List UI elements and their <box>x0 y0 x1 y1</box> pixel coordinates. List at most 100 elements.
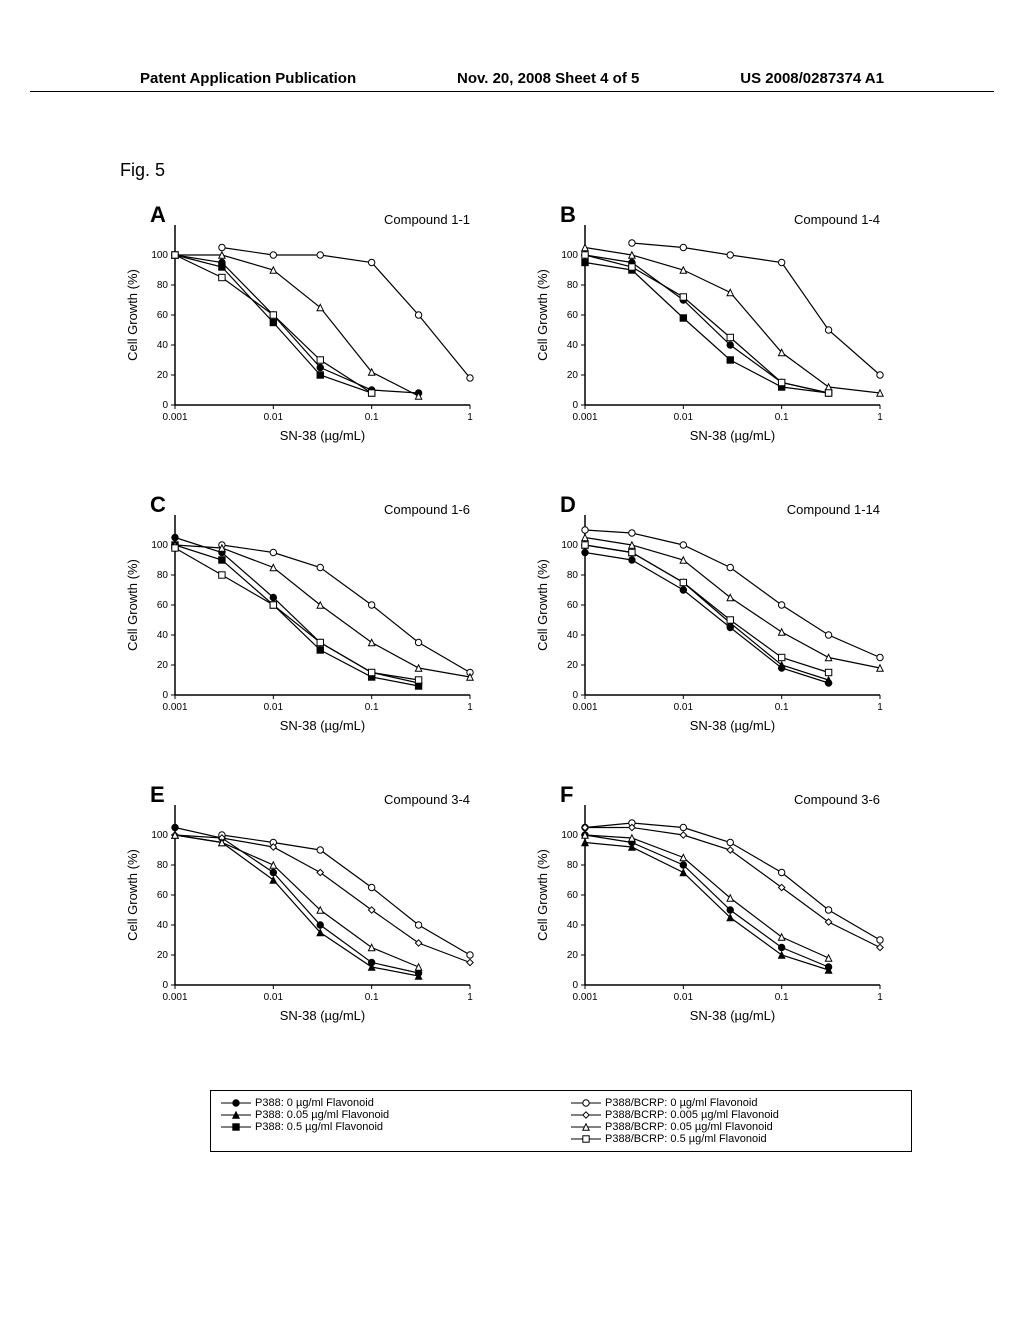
svg-text:SN-38 (µg/mL): SN-38 (µg/mL) <box>280 718 366 733</box>
svg-text:SN-38 (µg/mL): SN-38 (µg/mL) <box>690 718 776 733</box>
svg-text:Cell Growth (%): Cell Growth (%) <box>125 269 140 361</box>
legend-item-p388_05: P388: 0.5 µg/ml Flavonoid <box>221 1121 551 1133</box>
svg-text:1: 1 <box>467 992 473 1003</box>
svg-text:0.001: 0.001 <box>162 702 187 713</box>
legend-label: P388: 0.05 µg/ml Flavonoid <box>255 1109 389 1121</box>
panel-title: Compound 1-6 <box>384 502 470 517</box>
svg-text:60: 60 <box>157 310 169 321</box>
svg-text:40: 40 <box>157 340 169 351</box>
chart-grid: ACompound 1-10204060801000.0010.010.11Ce… <box>120 200 900 1060</box>
chart-panel-C: CCompound 1-60204060801000.0010.010.11Ce… <box>120 490 490 770</box>
panel-letter: B <box>560 202 576 228</box>
svg-text:0.001: 0.001 <box>162 412 187 423</box>
header-left: Patent Application Publication <box>140 70 356 87</box>
svg-text:0.1: 0.1 <box>775 992 789 1003</box>
svg-text:Cell Growth (%): Cell Growth (%) <box>125 849 140 941</box>
svg-text:20: 20 <box>157 370 169 381</box>
header-right: US 2008/0287374 A1 <box>740 70 884 87</box>
svg-text:SN-38 (µg/mL): SN-38 (µg/mL) <box>280 428 366 443</box>
chart-panel-B: BCompound 1-40204060801000.0010.010.11Ce… <box>530 200 900 480</box>
legend-item-p388_0: P388: 0 µg/ml Flavonoid <box>221 1097 551 1109</box>
svg-text:0.01: 0.01 <box>264 412 284 423</box>
svg-text:SN-38 (µg/mL): SN-38 (µg/mL) <box>690 1008 776 1023</box>
svg-text:0.001: 0.001 <box>572 702 597 713</box>
legend-box: P388: 0 µg/ml FlavonoidP388: 0.05 µg/ml … <box>210 1090 912 1152</box>
svg-text:Cell Growth (%): Cell Growth (%) <box>535 559 550 651</box>
svg-text:0.01: 0.01 <box>674 702 694 713</box>
svg-text:0.1: 0.1 <box>775 412 789 423</box>
panel-letter: F <box>560 782 573 808</box>
svg-text:100: 100 <box>561 540 578 551</box>
svg-text:80: 80 <box>567 280 579 291</box>
svg-text:60: 60 <box>567 600 579 611</box>
svg-text:100: 100 <box>561 250 578 261</box>
header-center: Nov. 20, 2008 Sheet 4 of 5 <box>457 70 639 87</box>
svg-text:80: 80 <box>157 860 169 871</box>
svg-text:SN-38 (µg/mL): SN-38 (µg/mL) <box>690 428 776 443</box>
legend-col-right: P388/BCRP: 0 µg/ml FlavonoidP388/BCRP: 0… <box>571 1097 901 1145</box>
chart-panel-D: DCompound 1-140204060801000.0010.010.11C… <box>530 490 900 770</box>
svg-text:0.01: 0.01 <box>264 992 284 1003</box>
panel-letter: E <box>150 782 165 808</box>
legend-col-left: P388: 0 µg/ml FlavonoidP388: 0.05 µg/ml … <box>221 1097 551 1145</box>
svg-text:Cell Growth (%): Cell Growth (%) <box>125 559 140 651</box>
legend-label: P388: 0 µg/ml Flavonoid <box>255 1097 374 1109</box>
legend-label: P388: 0.5 µg/ml Flavonoid <box>255 1121 383 1133</box>
svg-text:0.1: 0.1 <box>365 412 379 423</box>
svg-text:80: 80 <box>157 280 169 291</box>
svg-text:80: 80 <box>157 570 169 581</box>
svg-text:0.1: 0.1 <box>775 702 789 713</box>
chart-panel-E: ECompound 3-40204060801000.0010.010.11Ce… <box>120 780 490 1060</box>
svg-text:0.001: 0.001 <box>162 992 187 1003</box>
legend-item-bcrp_0005: P388/BCRP: 0.005 µg/ml Flavonoid <box>571 1109 901 1121</box>
svg-text:60: 60 <box>157 890 169 901</box>
svg-text:SN-38 (µg/mL): SN-38 (µg/mL) <box>280 1008 366 1023</box>
panel-title: Compound 1-1 <box>384 212 470 227</box>
svg-text:0.001: 0.001 <box>572 992 597 1003</box>
page-header: Patent Application Publication Nov. 20, … <box>30 0 994 92</box>
legend-item-bcrp_005: P388/BCRP: 0.05 µg/ml Flavonoid <box>571 1121 901 1133</box>
chart-panel-A: ACompound 1-10204060801000.0010.010.11Ce… <box>120 200 490 480</box>
legend-label: P388/BCRP: 0 µg/ml Flavonoid <box>605 1097 757 1109</box>
svg-text:0.1: 0.1 <box>365 702 379 713</box>
svg-text:0: 0 <box>572 400 578 411</box>
legend-label: P388/BCRP: 0.005 µg/ml Flavonoid <box>605 1109 779 1121</box>
legend-label: P388/BCRP: 0.5 µg/ml Flavonoid <box>605 1133 767 1145</box>
svg-text:20: 20 <box>567 370 579 381</box>
svg-text:1: 1 <box>877 992 883 1003</box>
svg-text:60: 60 <box>157 600 169 611</box>
svg-text:60: 60 <box>567 890 579 901</box>
svg-text:20: 20 <box>157 950 169 961</box>
svg-text:40: 40 <box>567 340 579 351</box>
figure-label: Fig. 5 <box>120 160 165 181</box>
svg-text:0.01: 0.01 <box>264 702 284 713</box>
svg-text:1: 1 <box>877 702 883 713</box>
svg-text:40: 40 <box>567 630 579 641</box>
panel-title: Compound 1-14 <box>787 502 880 517</box>
panel-letter: C <box>150 492 166 518</box>
svg-text:0: 0 <box>162 690 168 701</box>
svg-text:Cell Growth (%): Cell Growth (%) <box>535 849 550 941</box>
panel-title: Compound 1-4 <box>794 212 880 227</box>
svg-text:Cell Growth (%): Cell Growth (%) <box>535 269 550 361</box>
panel-letter: D <box>560 492 576 518</box>
svg-text:20: 20 <box>157 660 169 671</box>
svg-text:80: 80 <box>567 860 579 871</box>
svg-text:0.1: 0.1 <box>365 992 379 1003</box>
svg-text:80: 80 <box>567 570 579 581</box>
svg-text:20: 20 <box>567 950 579 961</box>
svg-text:1: 1 <box>877 412 883 423</box>
svg-text:1: 1 <box>467 702 473 713</box>
svg-text:0: 0 <box>162 400 168 411</box>
svg-text:0.001: 0.001 <box>572 412 597 423</box>
panel-title: Compound 3-6 <box>794 792 880 807</box>
svg-text:40: 40 <box>567 920 579 931</box>
svg-text:100: 100 <box>151 250 168 261</box>
panel-letter: A <box>150 202 166 228</box>
svg-text:40: 40 <box>157 920 169 931</box>
svg-text:0: 0 <box>572 980 578 991</box>
legend-item-p388_005: P388: 0.05 µg/ml Flavonoid <box>221 1109 551 1121</box>
svg-text:100: 100 <box>561 830 578 841</box>
svg-text:20: 20 <box>567 660 579 671</box>
svg-text:60: 60 <box>567 310 579 321</box>
